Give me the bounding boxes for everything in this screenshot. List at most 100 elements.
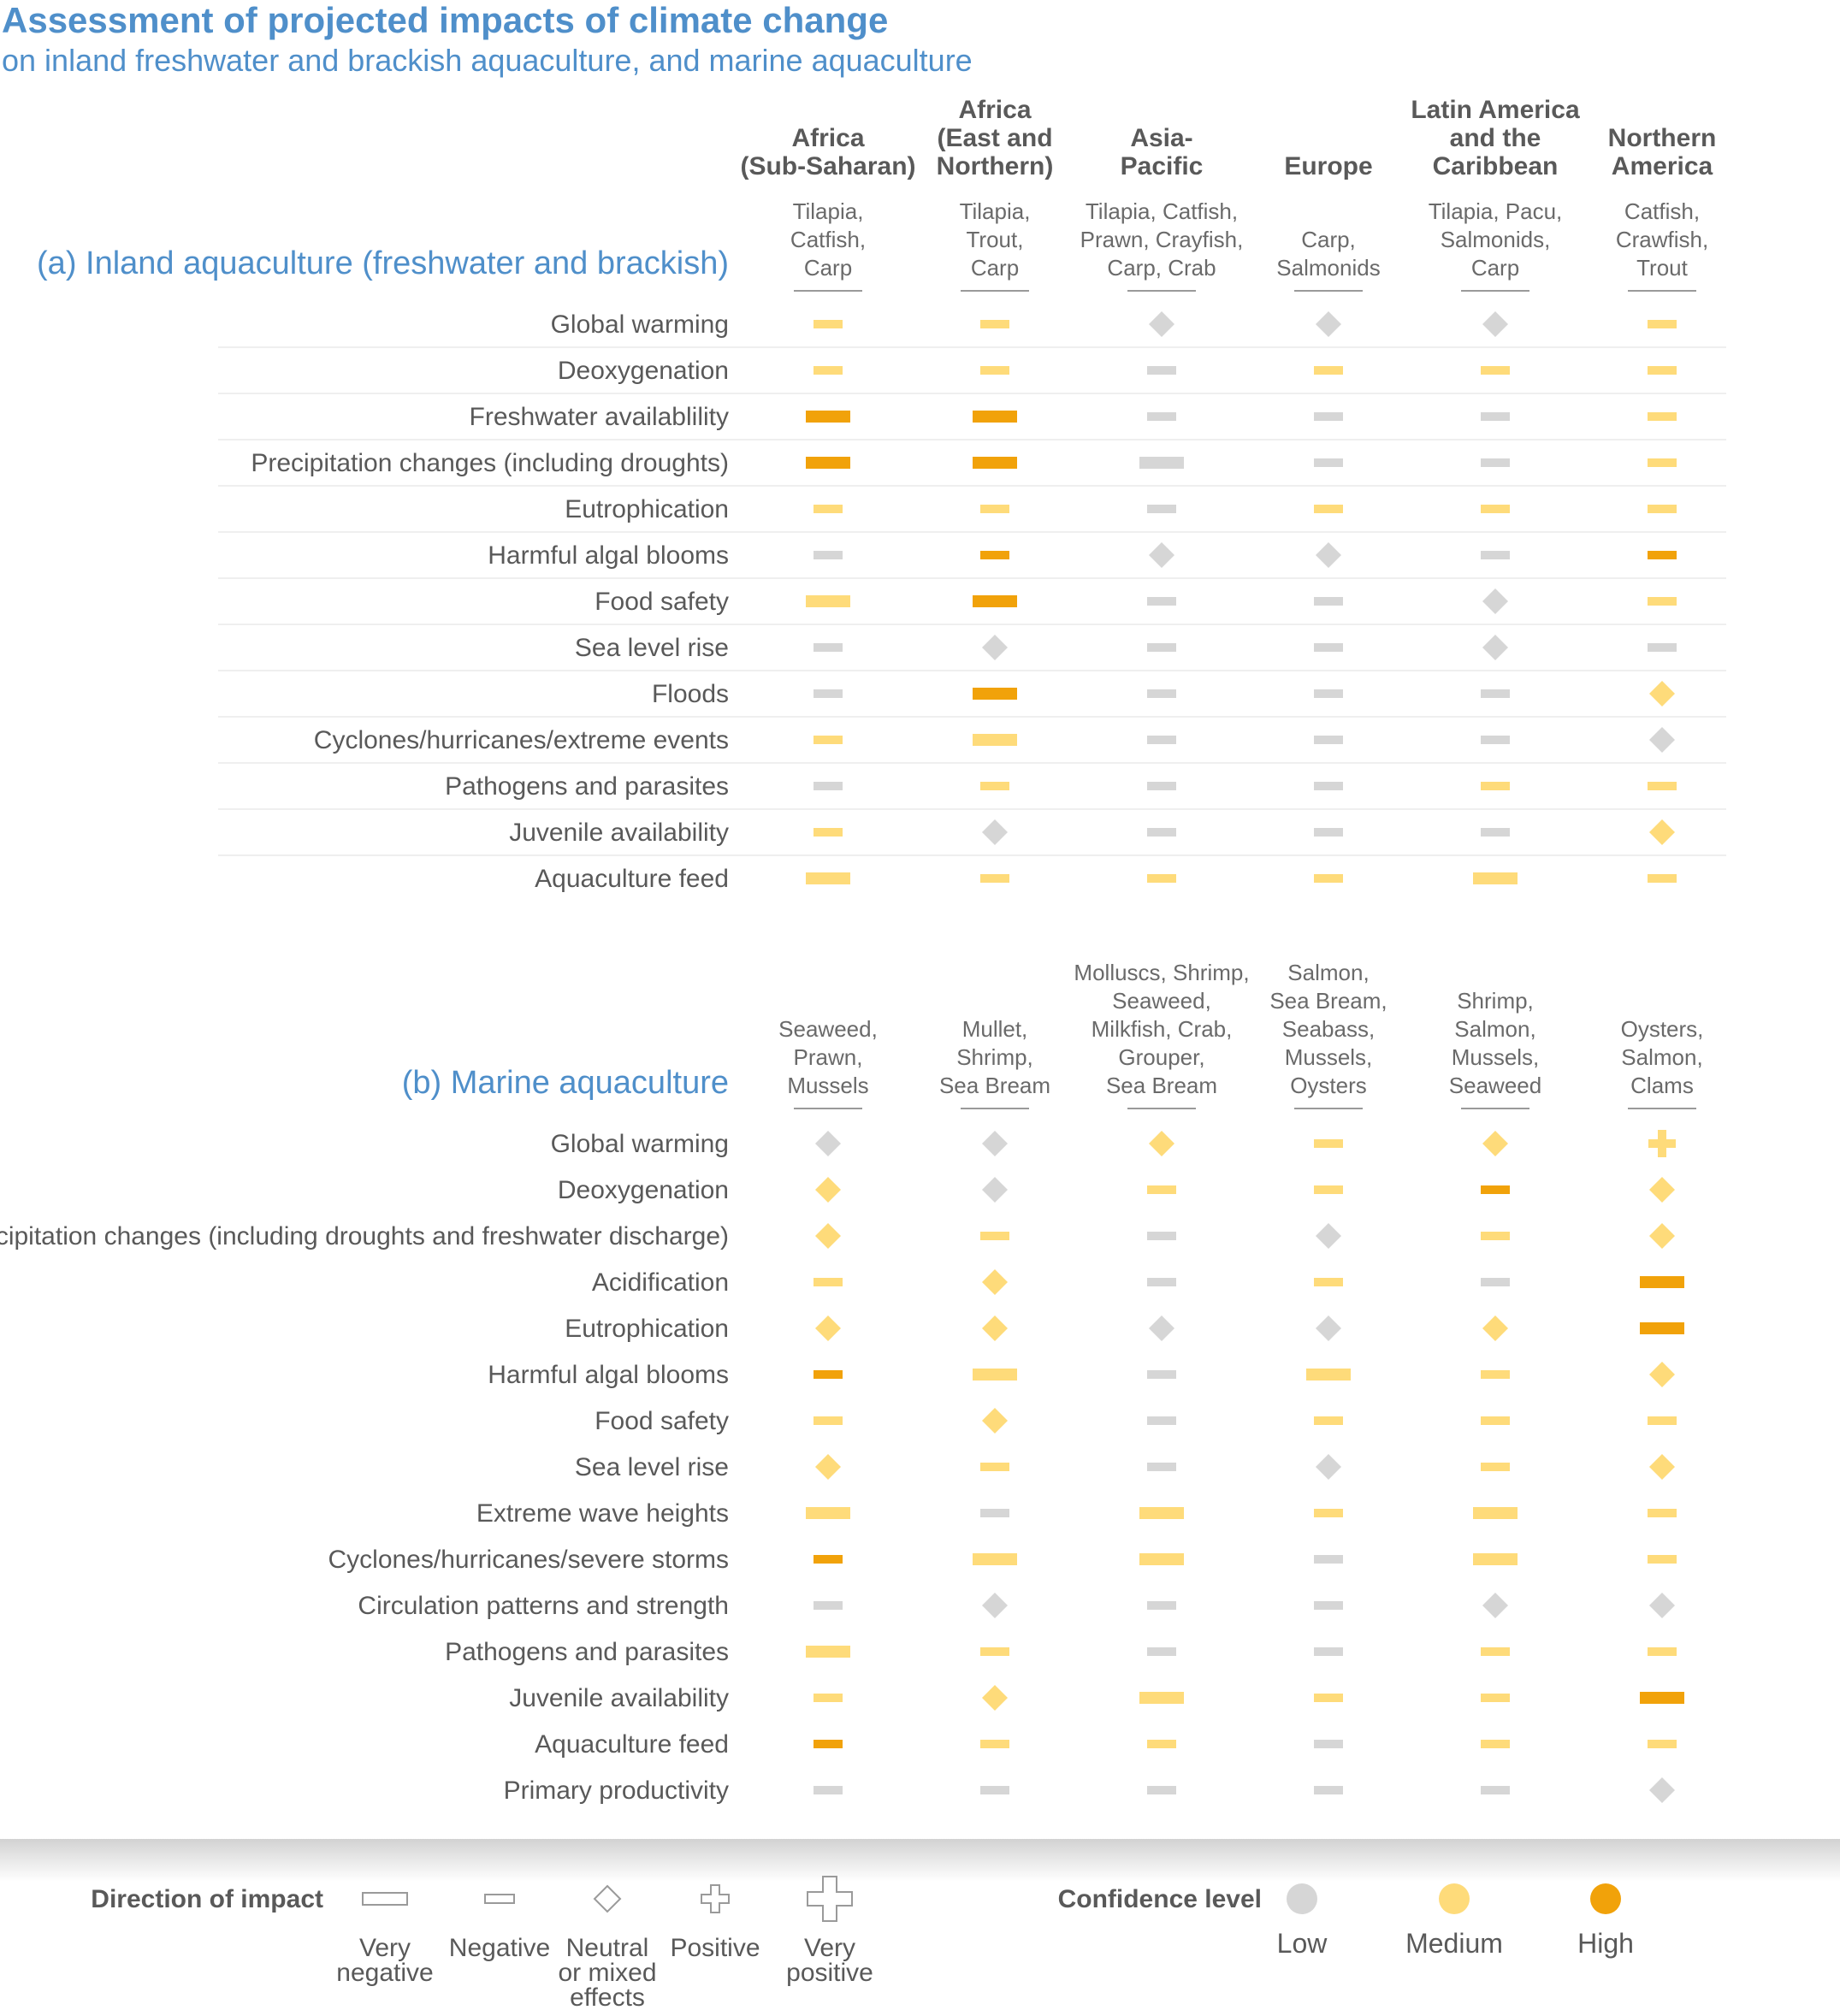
species-header-line: Crawfish,: [1616, 227, 1708, 252]
region-header-line: Africa: [958, 96, 1031, 124]
impact-symbol: [1640, 1276, 1684, 1288]
region-header: Africa(Sub-Saharan): [740, 124, 915, 180]
impact-symbol: [1640, 1322, 1684, 1334]
species-header: Mullet,Shrimp, Sea Bream: [939, 1016, 1050, 1098]
impact-symbol: [1649, 1177, 1675, 1203]
impact-symbol: [1314, 1416, 1343, 1425]
species-header-line: Grouper,: [1118, 1044, 1204, 1070]
impact-symbol: [1482, 588, 1508, 614]
impact-symbol: [1648, 782, 1677, 790]
legend-direction-label-line: negative: [336, 1959, 433, 1987]
impact-symbol: [1147, 1278, 1176, 1286]
row-label: Circulation patterns and strength: [358, 1592, 729, 1620]
species-header-line: Catfish,: [790, 227, 866, 252]
impact-symbol: [980, 551, 1009, 559]
region-header: Asia-Pacific: [1121, 124, 1204, 180]
species-header-line: Trout: [1636, 255, 1688, 281]
impact-symbol: [1314, 458, 1343, 467]
impact-symbol: [973, 411, 1017, 423]
impact-symbol: [1481, 1740, 1510, 1748]
legend-direction-label-line: positive: [786, 1959, 873, 1987]
row-label: Extreme wave heights: [476, 1499, 729, 1528]
impact-symbol: [1314, 505, 1343, 513]
impact-symbol: [1649, 681, 1675, 706]
impact-symbol: [1481, 689, 1510, 698]
impact-symbol: [1147, 689, 1176, 698]
species-header-line: Mussels,: [1452, 1044, 1540, 1070]
impact-symbol: [973, 734, 1017, 746]
impact-symbol: [814, 1278, 843, 1286]
marine-heading: (b) Marine aquaculture: [402, 1065, 729, 1101]
impact-symbol: [1314, 828, 1343, 837]
impact-symbol: [980, 320, 1009, 328]
impact-symbol: [814, 1786, 843, 1794]
species-header: Catfish, Crawfish, Trout: [1616, 198, 1708, 281]
confidence-medium-label: Medium: [1405, 1928, 1503, 1959]
impact-symbol: [815, 1315, 841, 1341]
impact-symbol: [806, 872, 850, 884]
impact-symbol: [1648, 874, 1677, 883]
impact-symbol: [1314, 1278, 1343, 1286]
impact-symbol: [980, 1786, 1009, 1794]
impact-symbol: [1649, 1593, 1675, 1618]
impact-symbol: [815, 1177, 841, 1203]
impact-symbol: [1481, 782, 1510, 790]
impact-symbol: [980, 1740, 1009, 1748]
species-header-line: Catfish,: [1624, 198, 1700, 224]
species-header-line: Mussels: [787, 1073, 868, 1098]
legend-neutral-icon: [593, 1884, 622, 1913]
impact-symbol: [1314, 1185, 1343, 1194]
direction-legend-title: Direction of impact: [91, 1885, 323, 1913]
impact-symbol: [814, 1601, 843, 1610]
legend-direction-label: Positive: [670, 1934, 760, 1962]
region-header-line: Latin America: [1411, 96, 1580, 124]
impact-symbol: [1648, 412, 1677, 421]
legend-direction-label: Negative: [449, 1934, 550, 1962]
impact-symbol: [1149, 542, 1174, 568]
species-header-line: Molluscs, Shrimp,: [1074, 960, 1249, 985]
impact-symbol: [1481, 1416, 1510, 1425]
species-header-line: Salmon,: [1454, 1016, 1535, 1042]
impact-symbol: [1482, 311, 1508, 337]
row-label: Acidification: [592, 1268, 729, 1297]
impact-symbol: [982, 1315, 1008, 1341]
impact-symbol: [1481, 1786, 1510, 1794]
inland-heading: (a) Inland aquaculture (freshwater and b…: [37, 245, 729, 281]
legend-direction-label-line: or mixed: [558, 1959, 656, 1987]
impact-symbol: [1316, 1454, 1341, 1480]
impact-symbol: [814, 689, 843, 698]
row-label: Global warming: [551, 1130, 729, 1158]
impact-symbol: [814, 1555, 843, 1564]
impact-symbol: [1147, 597, 1176, 606]
impact-symbol: [1648, 643, 1677, 652]
species-header-line: Tilapia, Pacu,: [1429, 198, 1563, 224]
species-header-line: Salmon,: [1287, 960, 1369, 985]
legend-vneg-icon: [362, 1892, 408, 1906]
species-header-line: Oysters: [1290, 1073, 1367, 1098]
impact-symbol: [1314, 1647, 1343, 1656]
species-header: Tilapia, Catfish, Prawn, Crayfish, Carp, C…: [1080, 198, 1244, 281]
impact-symbol: [1648, 366, 1677, 375]
row-label: Deoxygenation: [558, 357, 729, 385]
impact-symbol: [1147, 1463, 1176, 1471]
impact-symbol: [1481, 412, 1510, 421]
impact-symbol: [1316, 542, 1341, 568]
species-header: Tilapia, Catfish, Carp: [790, 198, 866, 281]
impact-symbol: [1648, 1555, 1677, 1564]
species-header-line: Seaweed,: [1112, 988, 1211, 1014]
species-header: Seaweed,Prawn, Mussels: [778, 1016, 878, 1098]
species-header-line: Mussels,: [1285, 1044, 1373, 1070]
impact-symbol: [980, 505, 1009, 513]
impact-symbol: [1649, 727, 1675, 753]
impact-symbol: [1649, 1362, 1675, 1387]
species-header-line: Carp, Crab: [1107, 255, 1216, 281]
impact-symbol: [1314, 1601, 1343, 1610]
impact-symbol: [814, 643, 843, 652]
impact-symbol: [1648, 1130, 1676, 1157]
impact-symbol: [1147, 412, 1176, 421]
confidence-high-dot: [1590, 1883, 1621, 1914]
